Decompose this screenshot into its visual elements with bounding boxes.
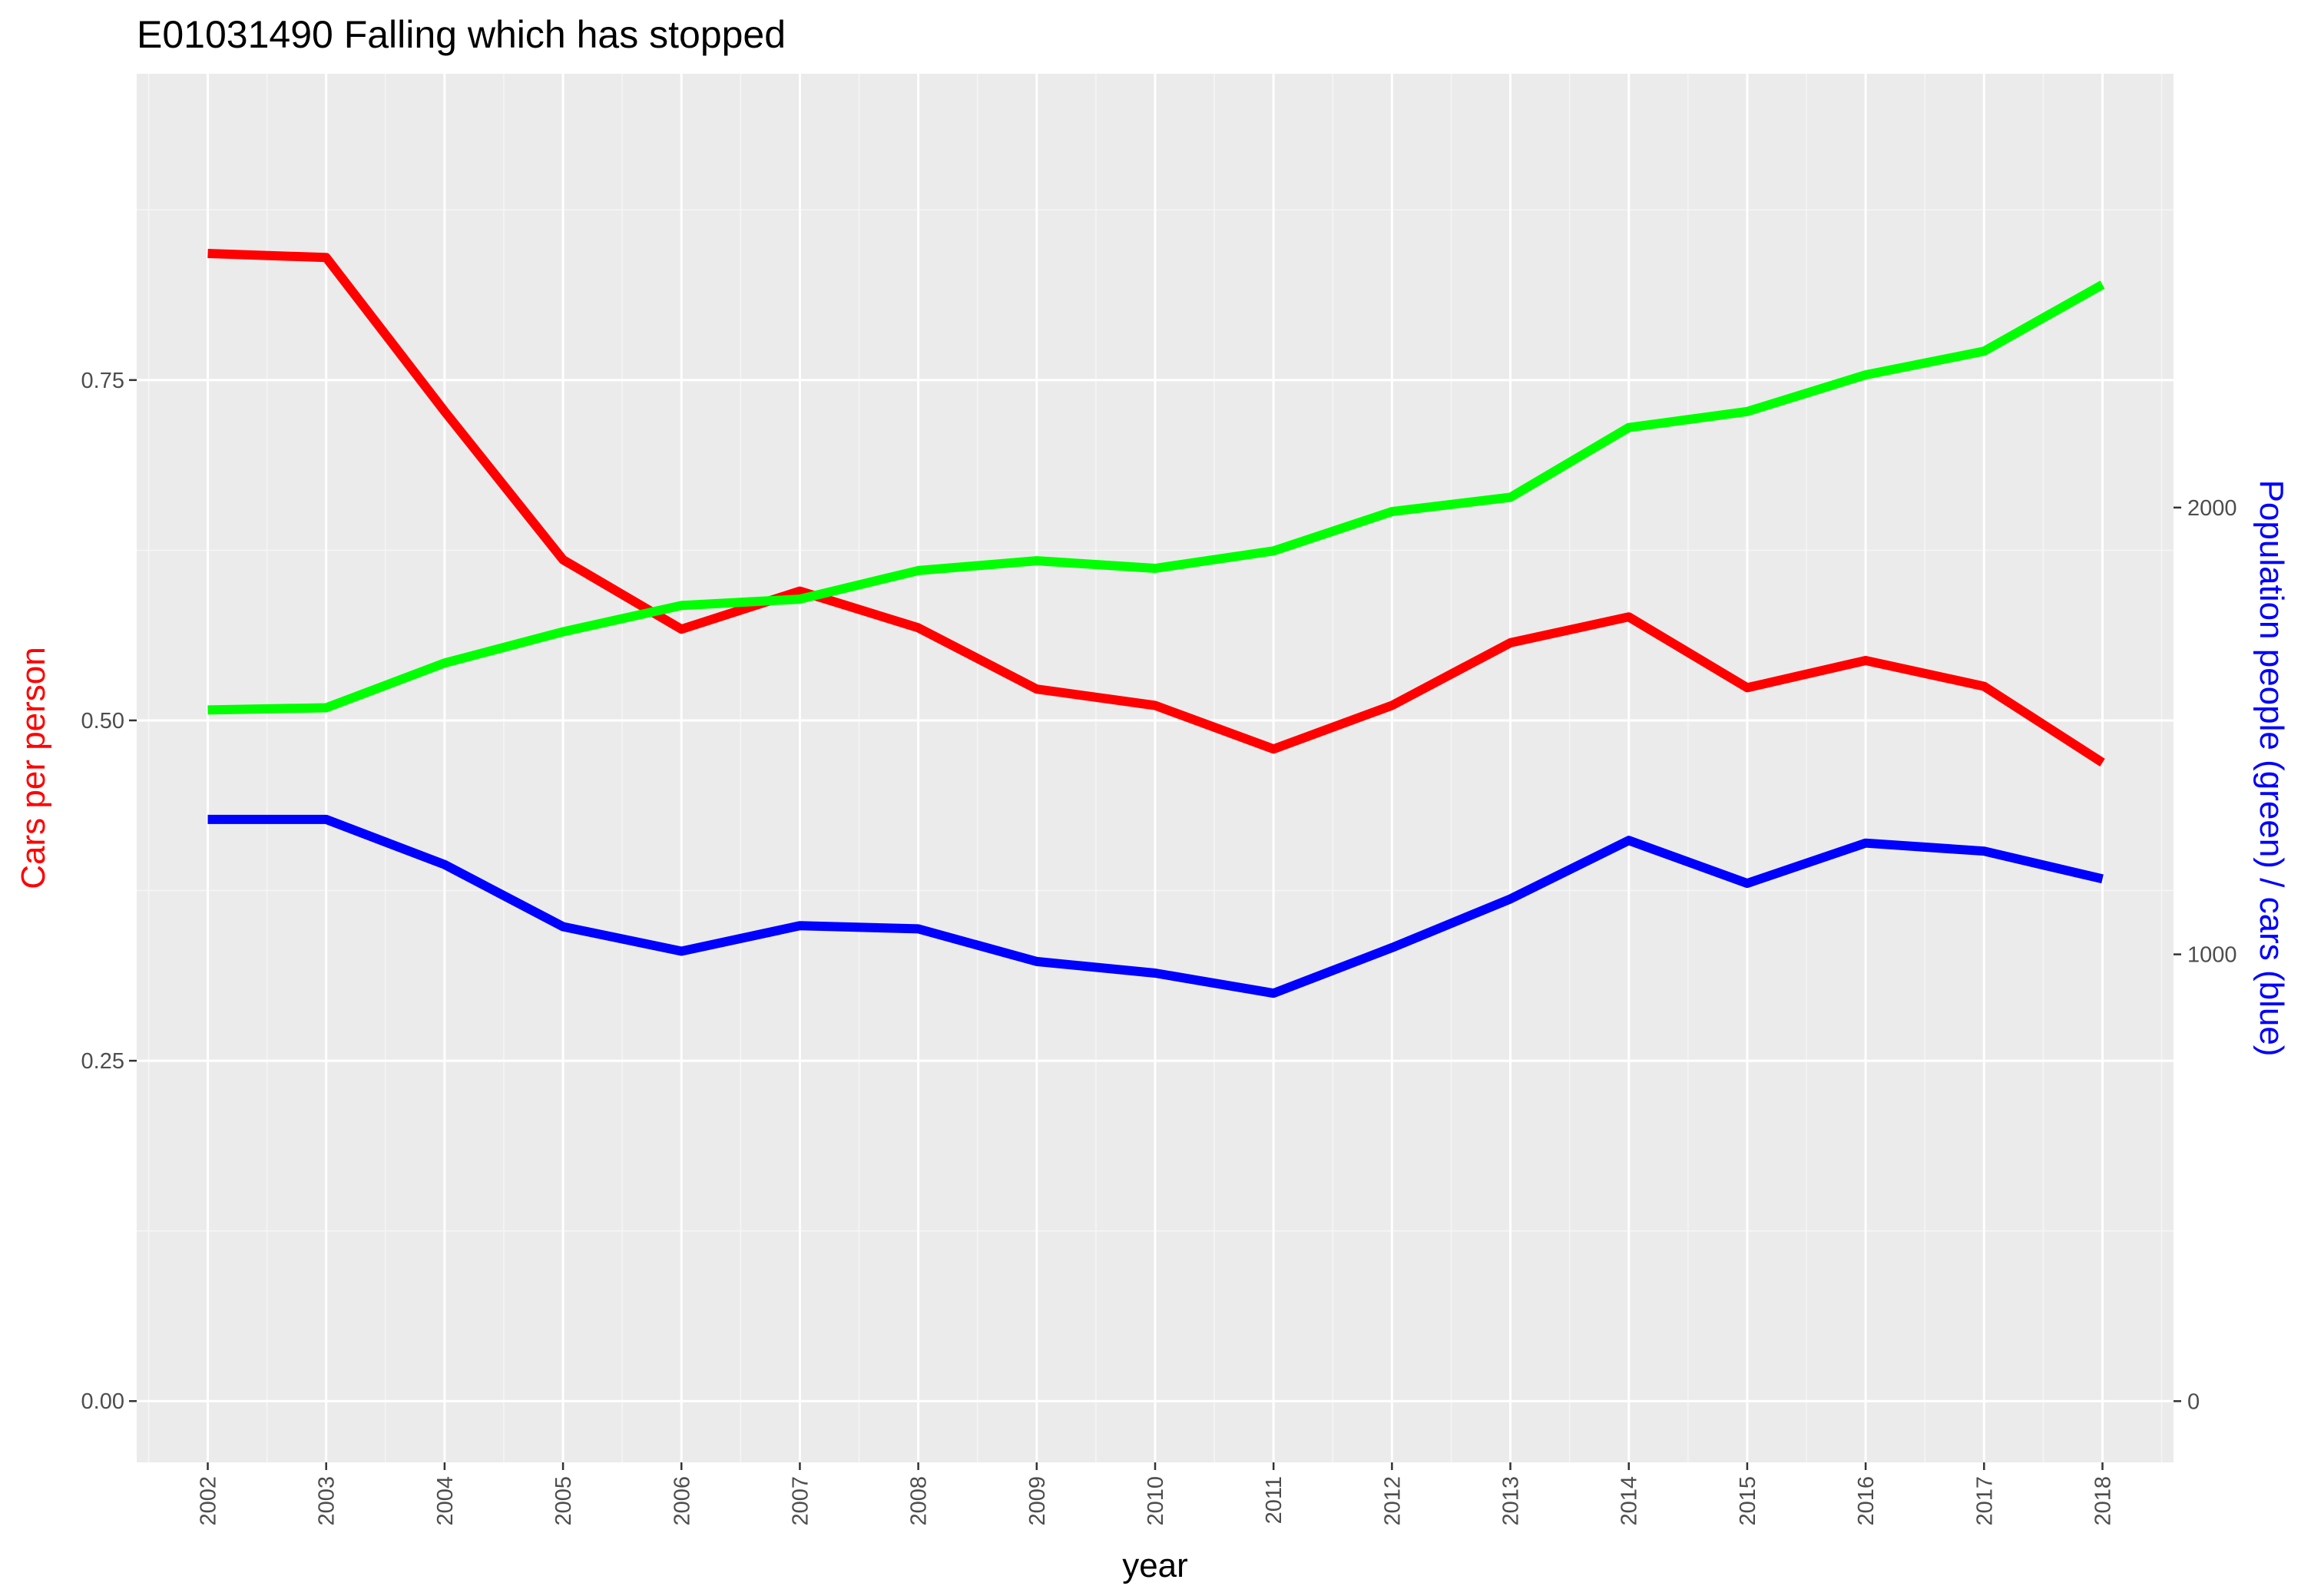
x-tick-label: 2002 [197,1476,221,1526]
axes-layer: 0.00 0.25 0.50 0.75 2002 2003 2004 2005 2006 2007… [81,369,2237,1526]
x-tick-label: 2012 [1380,1476,1405,1526]
x-tick-label: 2005 [551,1476,576,1526]
grid-major [137,74,2174,1462]
y-left-tick-label: 0.25 [81,1049,124,1074]
series-layer [207,249,2105,998]
x-tick-label: 2014 [1617,1476,1642,1526]
y-left-tick-label: 0.50 [81,709,124,733]
y-right-tick-label: 1000 [2187,943,2237,968]
y-right-tick-label: 2000 [2187,496,2237,521]
x-tick-label: 2015 [1736,1476,1760,1526]
right-axis-title: Population people (green) / cars (blue) [2253,480,2290,1057]
x-tick-label: 2016 [1854,1476,1879,1526]
x-tick-label: 2018 [2091,1476,2115,1526]
x-tick-label: 2017 [1972,1476,1997,1526]
x-tick-label: 2009 [1025,1476,1050,1526]
series-line-2 [207,280,2105,715]
left-axis-title: Cars per person [15,647,52,889]
x-tick-label: 2008 [907,1476,932,1526]
y-left-tick-label: 0.00 [81,1389,124,1414]
x-tick-label: 2007 [788,1476,813,1526]
chart-title: E01031490 Falling which has stopped [137,13,786,56]
x-tick-label: 2006 [670,1476,694,1526]
x-tick-label: 2004 [433,1476,458,1526]
x-tick-label: 2003 [315,1476,339,1526]
y-left-tick-label: 0.75 [81,369,124,393]
x-tick-label: 2010 [1144,1476,1168,1526]
x-axis-title: year [1122,1547,1188,1584]
y-right-tick-label: 0 [2187,1389,2200,1414]
x-tick-label: 2011 [1262,1476,1286,1524]
series-line-3 [207,814,2104,998]
series-line-1 [207,249,2105,767]
x-tick-label: 2013 [1499,1476,1524,1526]
